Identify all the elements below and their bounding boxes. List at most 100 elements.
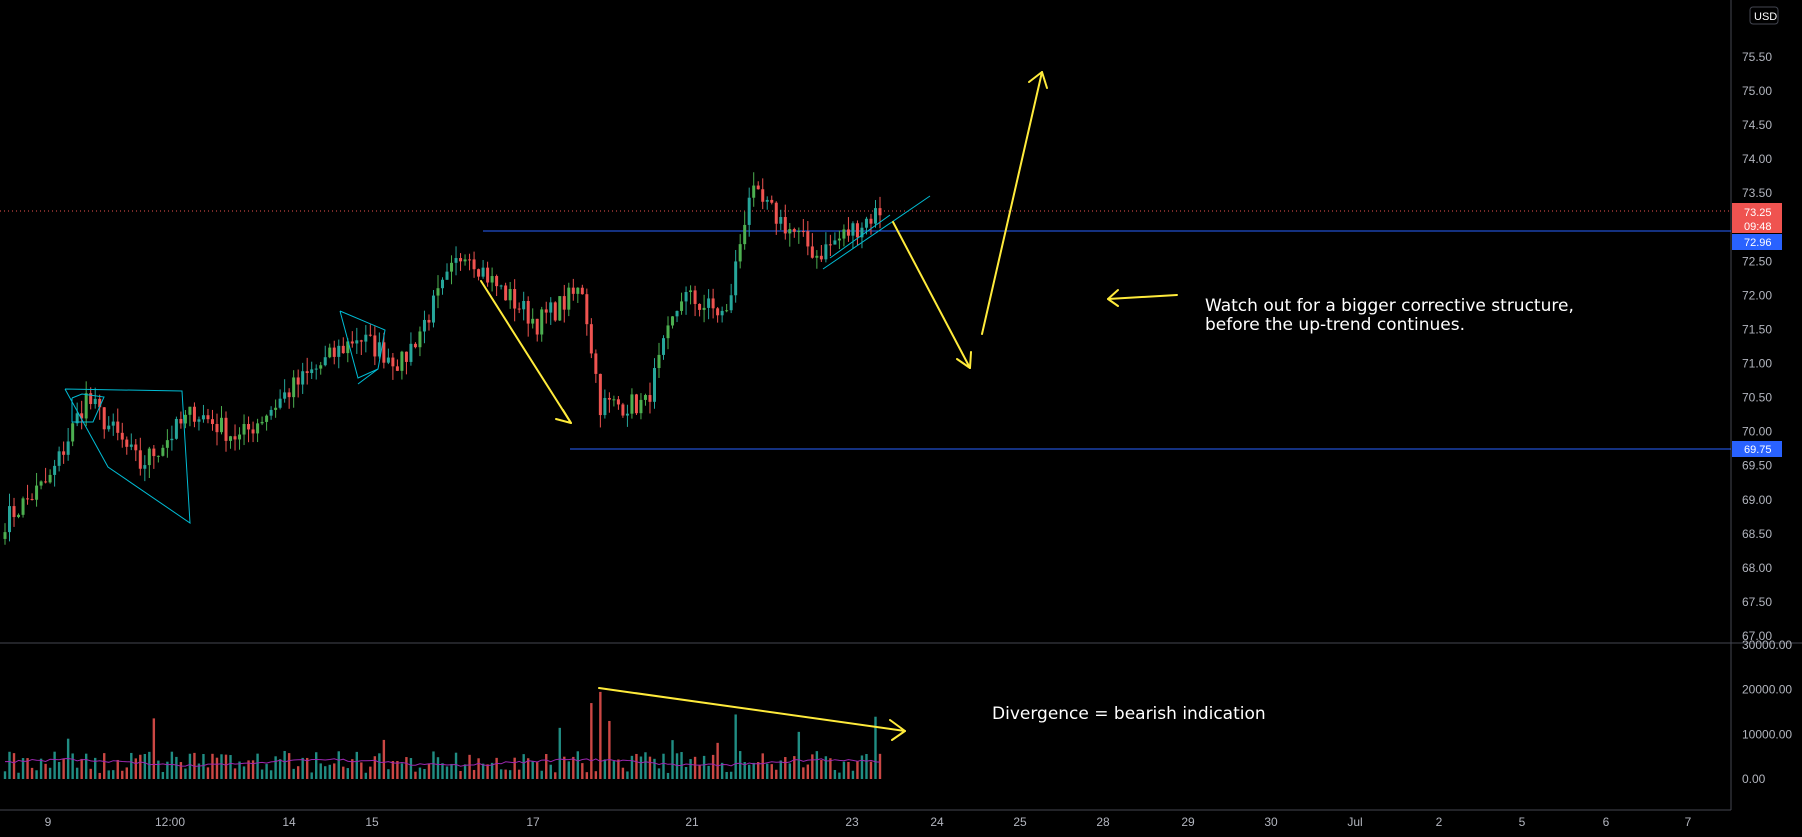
volume-bar — [143, 753, 147, 779]
volume-bar — [256, 753, 259, 779]
candle-body — [219, 417, 223, 433]
volume-bar — [333, 763, 336, 779]
price-tick-label: 67.50 — [1742, 595, 1772, 609]
candle-body — [125, 439, 129, 447]
volume-bar — [251, 760, 255, 779]
rising-wedge-line[interactable] — [822, 195, 931, 270]
volume-bar — [459, 771, 462, 779]
candle-body — [413, 343, 417, 348]
current-price-badge: 73.25 — [1744, 207, 1772, 219]
volume-bar — [608, 720, 611, 779]
candlestick-series — [3, 172, 882, 545]
volume-bar — [179, 762, 183, 779]
volume-divergence-head[interactable] — [889, 719, 906, 741]
candle-body — [603, 397, 607, 416]
volume-divergence-line[interactable] — [598, 687, 906, 732]
volume-bar — [184, 768, 187, 779]
volume-bar — [536, 762, 539, 779]
candle-body — [21, 498, 25, 515]
down-arrow-1-head[interactable] — [555, 409, 572, 424]
volume-bar — [734, 714, 737, 779]
candle-body — [319, 365, 323, 369]
pattern-drawings[interactable] — [64, 195, 931, 524]
candle-body — [788, 229, 792, 234]
candle-body — [179, 418, 183, 424]
volume-bar — [292, 768, 295, 779]
time-tick-label: 7 — [1685, 815, 1692, 829]
candle-body — [499, 285, 503, 287]
volume-bar — [838, 772, 841, 779]
volume-bar — [427, 763, 431, 779]
currency-badge-bg[interactable] — [1749, 6, 1779, 25]
candle-body — [134, 444, 138, 451]
candle-body — [35, 485, 39, 500]
price-tick-label: 70.00 — [1742, 425, 1772, 439]
volume-bar — [369, 766, 372, 779]
candle-body — [265, 415, 269, 422]
volume-bar — [874, 716, 877, 779]
volume-bar — [215, 757, 219, 779]
rising-wedge-upper[interactable] — [829, 214, 891, 259]
volume-bar — [545, 754, 548, 779]
candle-body — [8, 506, 12, 533]
candle-body — [71, 423, 75, 442]
volume-bar — [274, 756, 277, 779]
candle-body — [89, 393, 93, 405]
volume-bar — [202, 754, 205, 779]
volume-bar — [454, 752, 458, 779]
volume-bar — [121, 770, 124, 779]
candle-body — [197, 419, 201, 422]
candle-body — [305, 371, 309, 374]
candle-body — [404, 351, 408, 362]
volume-bar — [829, 758, 832, 779]
volume-bar — [287, 753, 291, 779]
candle-body — [138, 450, 142, 469]
volume-bar — [689, 759, 692, 779]
candle-body — [612, 399, 616, 401]
volume-bar — [269, 770, 273, 779]
volume-bar — [103, 753, 106, 779]
price-tick-label: 68.50 — [1742, 527, 1772, 541]
time-tick-label: 24 — [930, 815, 944, 829]
volume-bar — [17, 772, 20, 779]
volume-bar — [436, 757, 440, 779]
wedge-lower-line[interactable] — [357, 368, 379, 385]
volume-bar — [504, 769, 507, 779]
candle-body — [630, 394, 634, 414]
candle-body — [490, 276, 494, 283]
volume-bar — [242, 766, 246, 779]
candle-body — [359, 340, 363, 342]
volume-bar — [531, 761, 534, 779]
candle-body — [422, 319, 426, 332]
down-arrow-2-shaft[interactable] — [892, 221, 971, 369]
projection-arrows[interactable] — [480, 71, 1178, 741]
up-arrow-shaft[interactable] — [981, 71, 1043, 335]
volume-bar — [441, 763, 444, 779]
up-arrow-head[interactable] — [1028, 71, 1048, 89]
volume-bar — [391, 761, 395, 779]
candle-body — [571, 287, 575, 294]
volume-bar — [761, 753, 764, 779]
volume-bar — [842, 761, 846, 779]
volume-bar — [445, 766, 449, 779]
down-arrow-1-shaft[interactable] — [480, 280, 572, 424]
left-arrow-head[interactable] — [1107, 289, 1119, 307]
volume-bar — [265, 764, 268, 779]
price-tick-label: 71.50 — [1742, 322, 1772, 336]
currency-badge[interactable]: USD — [1754, 11, 1777, 23]
candle-body — [152, 448, 156, 457]
down-arrow-2-head[interactable] — [956, 351, 972, 369]
volume-bar — [729, 771, 733, 779]
volume-bar — [355, 751, 359, 779]
flag-pattern-1[interactable] — [71, 393, 105, 423]
candle-body — [418, 331, 422, 348]
left-arrow-shaft[interactable] — [1107, 294, 1178, 300]
volume-bar — [707, 765, 710, 779]
candle-body — [156, 455, 160, 457]
volume-bar — [847, 761, 850, 779]
triangle-pattern-1[interactable] — [64, 388, 191, 524]
volume-bar — [797, 731, 801, 779]
volume-bar — [94, 757, 97, 779]
candle-body — [851, 223, 855, 236]
